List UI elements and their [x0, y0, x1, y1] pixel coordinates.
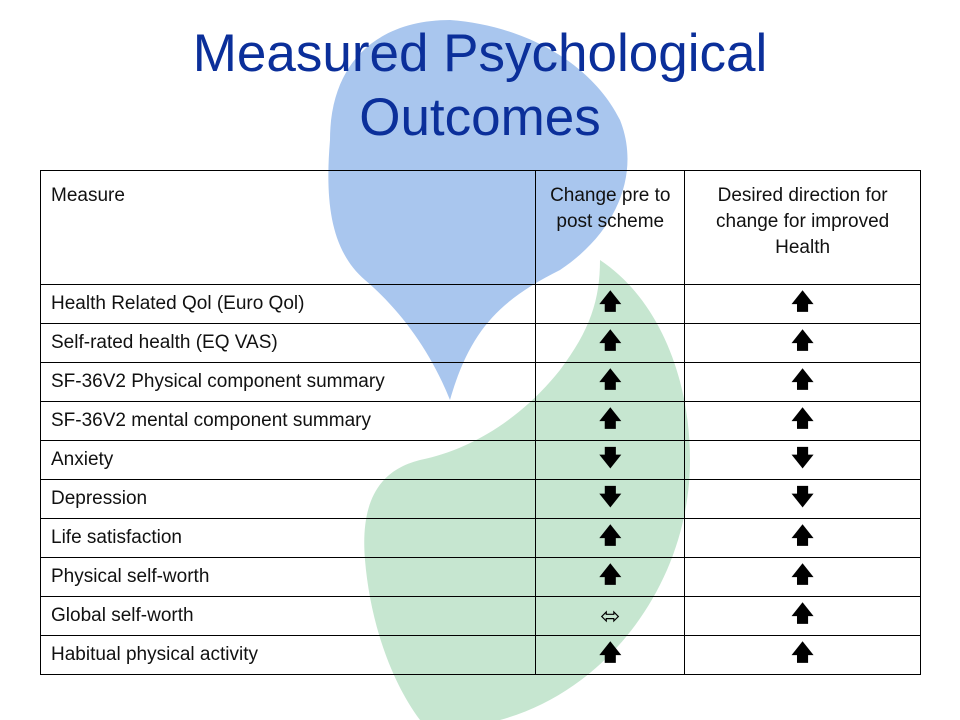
change-cell: 🡅 — [535, 557, 686, 597]
arrow-up-icon: 🡅 — [791, 289, 814, 314]
slide-title-line2: Outcomes — [359, 88, 601, 147]
arrow-down-icon: 🡇 — [598, 445, 622, 470]
table-row: SF-36V2 Physical component summary 🡅 🡅 — [39, 362, 921, 402]
desired-cell: 🡇 — [684, 479, 921, 519]
change-cell: 🡅 — [535, 284, 686, 324]
arrow-up-icon: 🡅 — [791, 640, 814, 665]
table-row: Depression 🡇 🡇 — [39, 479, 921, 519]
slide-title: Measured Psychological Outcomes — [0, 22, 960, 150]
arrow-up-icon: 🡅 — [791, 328, 814, 353]
measure-cell: SF-36V2 Physical component summary — [39, 362, 537, 402]
desired-cell: 🡅 — [684, 518, 921, 558]
desired-cell: 🡅 — [684, 635, 921, 675]
outcomes-table: Measure Change pre to post scheme Desire… — [39, 170, 921, 675]
change-cell: 🡅 — [535, 518, 686, 558]
table-row: Self-rated health (EQ VAS) 🡅 🡅 — [39, 323, 921, 363]
measure-cell: Anxiety — [39, 440, 537, 480]
arrow-up-icon: 🡅 — [791, 601, 814, 626]
arrow-down-icon: 🡇 — [598, 484, 622, 509]
measure-cell: Self-rated health (EQ VAS) — [39, 323, 537, 363]
desired-cell: 🡅 — [684, 401, 921, 441]
arrow-up-icon: 🡅 — [598, 367, 622, 392]
arrow-up-icon: 🡅 — [791, 562, 814, 587]
measure-cell: SF-36V2 mental component summary — [39, 401, 537, 441]
arrow-up-icon: 🡅 — [598, 523, 622, 548]
desired-cell: 🡅 — [684, 596, 921, 636]
measure-cell: Physical self-worth — [39, 557, 537, 597]
change-cell: 🡅 — [535, 635, 686, 675]
change-cell: 🡅 — [535, 323, 686, 363]
measure-cell: Global self-worth — [39, 596, 537, 636]
header-change: Change pre to post scheme — [535, 170, 686, 285]
arrow-up-icon: 🡅 — [598, 640, 622, 665]
table-header-row: Measure Change pre to post scheme Desire… — [39, 170, 921, 285]
desired-cell: 🡇 — [684, 440, 921, 480]
arrow-up-icon: 🡅 — [791, 367, 814, 392]
arrow-up-icon: 🡅 — [598, 406, 622, 431]
table-row: Global self-worth ⬄ 🡅 — [39, 596, 921, 636]
desired-cell: 🡅 — [684, 323, 921, 363]
change-cell: 🡅 — [535, 362, 686, 402]
measure-cell: Life satisfaction — [39, 518, 537, 558]
arrow-down-icon: 🡇 — [791, 484, 814, 509]
header-desired: Desired direction for change for improve… — [684, 170, 921, 285]
table-row: Health Related Qol (Euro Qol) 🡅 🡅 — [39, 284, 921, 324]
arrow-up-icon: 🡅 — [598, 289, 622, 314]
table-row: Habitual physical activity 🡅 🡅 — [39, 635, 921, 675]
arrow-up-icon: 🡅 — [598, 328, 622, 353]
desired-cell: 🡅 — [684, 557, 921, 597]
arrow-up-icon: 🡅 — [791, 406, 814, 431]
measure-cell: Depression — [39, 479, 537, 519]
desired-cell: 🡅 — [684, 284, 921, 324]
table-row: SF-36V2 mental component summary 🡅 🡅 — [39, 401, 921, 441]
table-row: Life satisfaction 🡅 🡅 — [39, 518, 921, 558]
table-row: Anxiety 🡇 🡇 — [39, 440, 921, 480]
change-cell: 🡅 — [535, 401, 686, 441]
change-cell: 🡇 — [535, 479, 686, 519]
table-row: Physical self-worth 🡅 🡅 — [39, 557, 921, 597]
arrow-left-right-icon: ⬄ — [600, 602, 621, 630]
change-cell: 🡇 — [535, 440, 686, 480]
desired-cell: 🡅 — [684, 362, 921, 402]
arrow-up-icon: 🡅 — [598, 562, 622, 587]
header-measure: Measure — [39, 170, 537, 285]
change-cell: ⬄ — [535, 596, 686, 636]
arrow-down-icon: 🡇 — [791, 445, 814, 470]
measure-cell: Health Related Qol (Euro Qol) — [39, 284, 537, 324]
measure-cell: Habitual physical activity — [39, 635, 537, 675]
slide-title-line1: Measured Psychological — [192, 24, 768, 83]
arrow-up-icon: 🡅 — [791, 523, 814, 548]
